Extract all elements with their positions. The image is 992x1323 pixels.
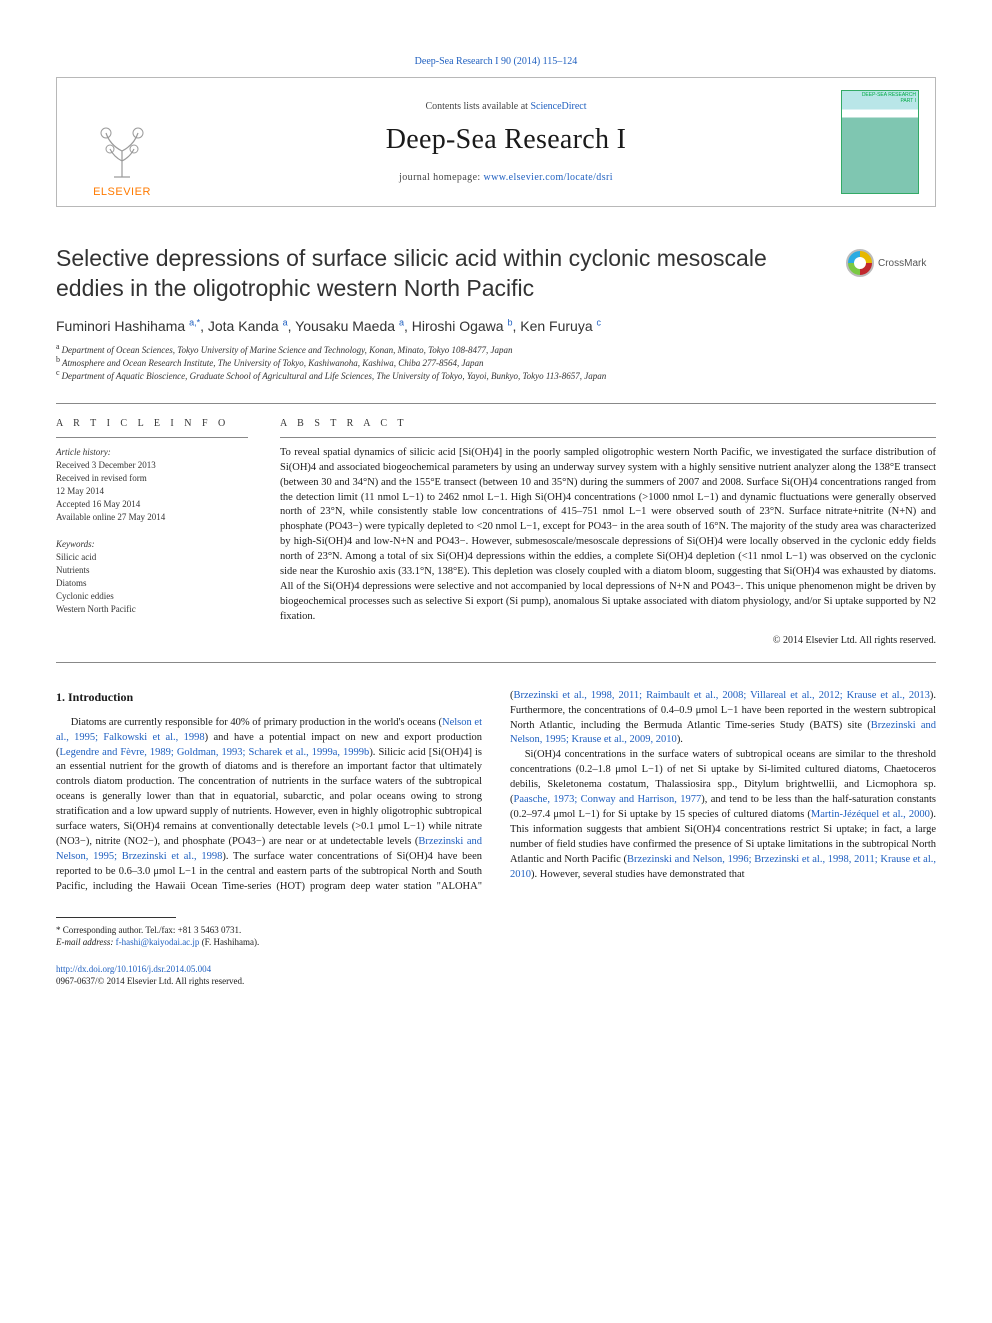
- abstract-copyright: © 2014 Elsevier Ltd. All rights reserved…: [280, 635, 936, 646]
- abstract-text: To reveal spatial dynamics of silicic ac…: [280, 437, 936, 625]
- p1d: ). The surface water concentrations of S…: [222, 851, 482, 862]
- author-list: Fuminori Hashihama a,*, Jota Kanda a, Yo…: [56, 318, 936, 334]
- ref-link-4[interactable]: Brzezinski et al., 1998, 2011; Raimbault…: [514, 690, 930, 701]
- crossmark-widget[interactable]: CrossMark: [846, 249, 936, 277]
- body-text: 1. Introduction Diatoms are currently re…: [56, 689, 936, 895]
- sciencedirect-link[interactable]: ScienceDirect: [530, 101, 586, 112]
- homepage-pre: journal homepage:: [399, 172, 483, 183]
- author-2: , Jota Kanda: [200, 318, 279, 334]
- history-line-0: Received 3 December 2013: [56, 460, 156, 470]
- abstract-heading: A B S T R A C T: [280, 418, 936, 429]
- article-info-column: A R T I C L E I N F O Article history: R…: [56, 418, 248, 646]
- history-line-2: 12 May 2014: [56, 486, 104, 496]
- author-3: , Yousaku Maeda: [288, 318, 395, 334]
- section-1-heading: 1. Introduction: [56, 689, 482, 706]
- footnotes: * Corresponding author. Tel./fax: +81 3 …: [56, 924, 936, 949]
- elsevier-tree-icon: [87, 116, 157, 186]
- author-5: , Ken Furuya: [512, 318, 592, 334]
- footnote-rule: [56, 917, 176, 918]
- keyword-4: Western North Pacific: [56, 604, 136, 614]
- author-1-aff[interactable]: a,: [189, 317, 197, 327]
- doi-link[interactable]: http://dx.doi.org/10.1016/j.dsr.2014.05.…: [56, 964, 211, 974]
- email-tail: (F. Hashihama).: [199, 937, 259, 947]
- affiliation-c: cDepartment of Aquatic Bioscience, Gradu…: [56, 370, 936, 383]
- keywords-label: Keywords:: [56, 539, 95, 549]
- author-1: Fuminori Hashihama: [56, 318, 185, 334]
- homepage-line: journal homepage: www.elsevier.com/locat…: [399, 172, 613, 183]
- crossmark-icon: [846, 249, 874, 277]
- keyword-3: Cyclonic eddies: [56, 591, 114, 601]
- article-title: Selective depressions of surface silicic…: [56, 243, 828, 304]
- ref-link-2[interactable]: Legendre and Fèvre, 1989; Goldman, 1993;…: [60, 747, 370, 758]
- history-label: Article history:: [56, 447, 111, 457]
- p1c: ). Silicic acid [Si(OH)4] is an essentia…: [56, 747, 482, 847]
- keyword-1: Nutrients: [56, 565, 90, 575]
- contents-pre: Contents lists available at: [425, 101, 530, 112]
- cover-band-2: PART I: [900, 98, 916, 104]
- email-line: E-mail address: f-hashi@kaiyodai.ac.jp (…: [56, 936, 936, 949]
- p2d: ). However, several studies have demonst…: [531, 869, 745, 880]
- journal-header-center: Contents lists available at ScienceDirec…: [187, 78, 825, 206]
- contents-line: Contents lists available at ScienceDirec…: [425, 101, 586, 112]
- article-info-heading: A R T I C L E I N F O: [56, 418, 248, 429]
- section-1-para-2: Si(OH)4 concentrations in the surface wa…: [510, 748, 936, 882]
- author-5-aff[interactable]: c: [597, 317, 602, 327]
- email-label: E-mail address:: [56, 937, 116, 947]
- divider-full: [56, 662, 936, 663]
- keyword-2: Diatoms: [56, 578, 87, 588]
- history-line-4: Available online 27 May 2014: [56, 512, 165, 522]
- abstract-column: A B S T R A C T To reveal spatial dynami…: [280, 418, 936, 646]
- running-head-link[interactable]: Deep-Sea Research I 90 (2014) 115–124: [415, 56, 578, 67]
- running-head: Deep-Sea Research I 90 (2014) 115–124: [56, 56, 936, 67]
- issn-line: 0967-0637/© 2014 Elsevier Ltd. All right…: [56, 976, 244, 986]
- history-line-1: Received in revised form: [56, 473, 147, 483]
- ref-link-6[interactable]: Paasche, 1973; Conway and Harrison, 1977: [514, 794, 702, 805]
- journal-cover-block: DEEP-SEA RESEARCH PART I: [825, 78, 935, 206]
- publisher-label: ELSEVIER: [93, 186, 151, 198]
- journal-cover-thumb: DEEP-SEA RESEARCH PART I: [841, 90, 919, 194]
- journal-name: Deep-Sea Research I: [386, 124, 626, 156]
- affiliation-a: aDepartment of Ocean Sciences, Tokyo Uni…: [56, 344, 936, 357]
- p1g: ).: [677, 734, 683, 745]
- keywords-block: Keywords: Silicic acid Nutrients Diatoms…: [56, 538, 248, 616]
- ref-link-7[interactable]: Martin-Jézéquel et al., 2000: [811, 809, 930, 820]
- affiliation-c-text: Department of Aquatic Bioscience, Gradua…: [62, 371, 607, 381]
- affiliation-b: bAtmosphere and Ocean Research Institute…: [56, 357, 936, 370]
- affiliation-a-text: Department of Ocean Sciences, Tokyo Univ…: [62, 345, 513, 355]
- history-line-3: Accepted 16 May 2014: [56, 499, 140, 509]
- crossmark-label: CrossMark: [878, 258, 926, 269]
- keyword-0: Silicic acid: [56, 552, 96, 562]
- author-4: , Hiroshi Ogawa: [404, 318, 504, 334]
- journal-header: ELSEVIER Contents lists available at Sci…: [56, 77, 936, 207]
- article-history: Article history: Received 3 December 201…: [56, 437, 248, 524]
- p1a: Diatoms are currently responsible for 40…: [71, 717, 442, 728]
- affiliation-b-text: Atmosphere and Ocean Research Institute,…: [62, 358, 483, 368]
- corresponding-author: * Corresponding author. Tel./fax: +81 3 …: [56, 924, 936, 937]
- affiliations: aDepartment of Ocean Sciences, Tokyo Uni…: [56, 344, 936, 383]
- doi-block: http://dx.doi.org/10.1016/j.dsr.2014.05.…: [56, 963, 936, 988]
- divider: [56, 403, 936, 404]
- email-link[interactable]: f-hashi@kaiyodai.ac.jp: [116, 937, 200, 947]
- publisher-block: ELSEVIER: [57, 78, 187, 206]
- cover-title-band: DEEP-SEA RESEARCH PART I: [844, 93, 916, 104]
- homepage-link[interactable]: www.elsevier.com/locate/dsri: [484, 172, 613, 183]
